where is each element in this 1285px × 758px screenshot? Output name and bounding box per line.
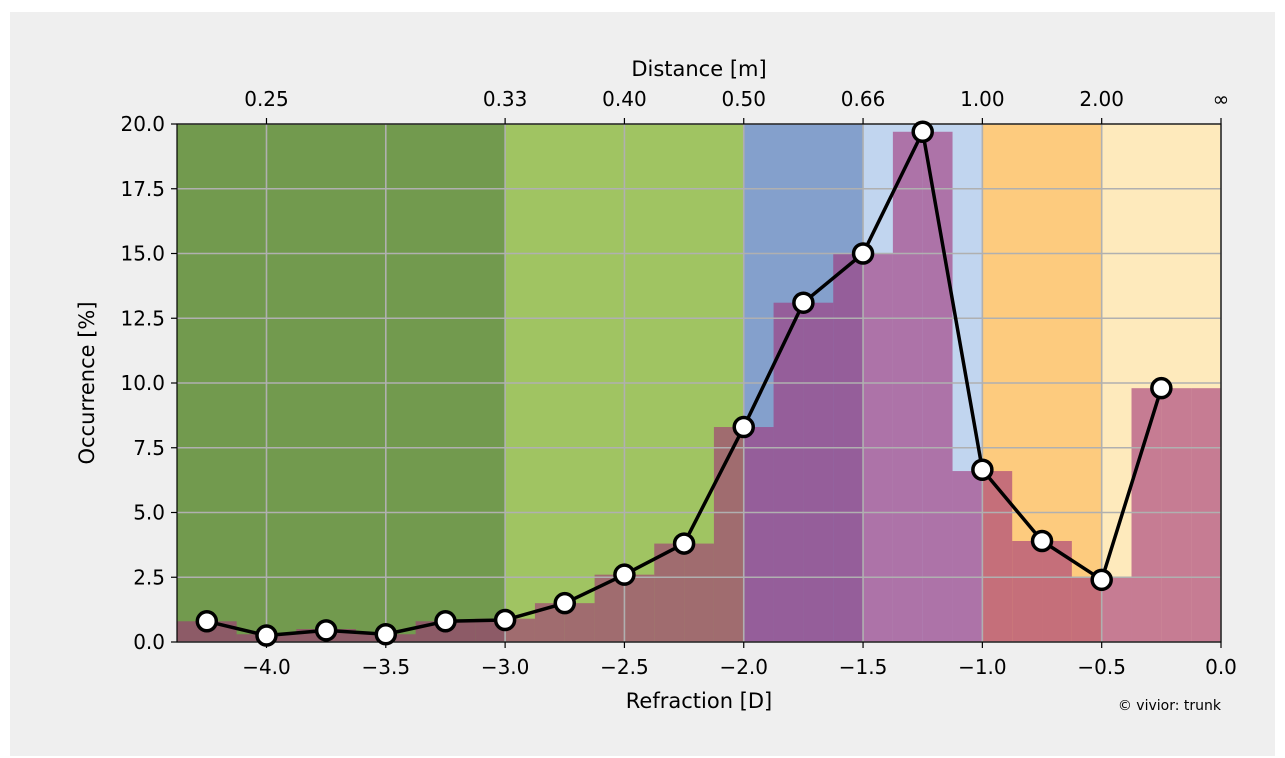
y-tick-label: 15.0 — [120, 242, 165, 266]
top-tick-label: 0.25 — [244, 87, 289, 111]
x-axis-ticks: −4.0 −3.5 −3.0 −2.5 −2.0 −1.5 −1.0 −0.5 0.0 — [242, 642, 1237, 679]
histogram-bar — [982, 471, 1013, 642]
series-point — [911, 120, 934, 144]
histogram-bar — [1161, 388, 1192, 642]
top-tick-label: 2.00 — [1079, 87, 1124, 111]
series-point — [553, 591, 577, 615]
top-tick-label: 0.33 — [483, 87, 528, 111]
x-tick-label: −3.0 — [481, 655, 530, 679]
top-tick-label: 0.50 — [721, 87, 766, 111]
x-tick-label: −1.0 — [958, 655, 1007, 679]
series-point — [792, 291, 815, 314]
histogram-bar — [1012, 540, 1043, 642]
histogram-bar — [684, 543, 714, 642]
histogram-bar — [654, 543, 685, 642]
histogram-bar — [892, 131, 923, 642]
series-point — [434, 610, 457, 633]
top-tick-label: 0.40 — [602, 87, 647, 111]
top-tick-label: 1.00 — [960, 87, 1005, 111]
series-point — [1150, 376, 1173, 400]
histogram-bar — [773, 302, 804, 642]
top-tick-label: 0.66 — [841, 87, 886, 111]
histogram-bar — [803, 302, 834, 642]
y-tick-label: 20.0 — [120, 112, 165, 136]
series-point — [851, 242, 875, 265]
y-tick-label: 0.0 — [133, 630, 165, 654]
series-point — [255, 624, 278, 647]
histogram-bar — [743, 427, 774, 642]
copyright-annotation: © vivior: trunk — [1118, 698, 1222, 714]
histogram-bar — [355, 634, 386, 642]
top-axis-ticks: 0.25 0.33 0.40 0.50 0.66 1.00 2.00 ∞ — [244, 87, 1229, 124]
histogram-bar — [1191, 388, 1221, 642]
histogram-bar — [1131, 388, 1162, 642]
histogram-bar — [624, 574, 655, 642]
chart-frame: −4.0 −3.5 −3.0 −2.5 −2.0 −1.5 −1.0 −0.5 0.0 0.0 2… — [10, 12, 1275, 756]
series-point — [493, 608, 517, 632]
series-point — [613, 563, 636, 586]
series-point — [672, 532, 696, 555]
x-tick-label: −3.5 — [362, 655, 411, 679]
y-axis-ticks: 0.0 2.5 5.0 7.5 10.0 12.5 15.0 17.5 20.0 — [120, 112, 177, 654]
x-axis-label: Refraction [D] — [626, 689, 772, 713]
x-tick-label: −0.5 — [1077, 655, 1126, 679]
histogram-bar — [266, 634, 297, 642]
y-tick-label: 2.5 — [133, 565, 165, 589]
series-point — [374, 622, 398, 646]
series-point — [195, 610, 219, 633]
x-tick-label: −2.5 — [600, 655, 649, 679]
x-tick-label: 0.0 — [1205, 655, 1237, 679]
histogram-bar — [952, 471, 983, 642]
top-axis-label: Distance [m] — [631, 57, 766, 81]
y-tick-label: 12.5 — [120, 306, 165, 330]
histogram-bar — [236, 634, 267, 642]
y-tick-label: 17.5 — [120, 177, 165, 201]
y-tick-label: 10.0 — [120, 371, 165, 395]
y-tick-label: 5.0 — [133, 501, 165, 525]
series-point — [1090, 568, 1113, 592]
y-tick-label: 7.5 — [133, 436, 165, 460]
series-point — [1030, 529, 1054, 553]
chart-canvas: −4.0 −3.5 −3.0 −2.5 −2.0 −1.5 −1.0 −0.5 0.0 0.0 2… — [75, 57, 1237, 714]
series-point — [971, 458, 994, 482]
x-tick-label: −1.5 — [839, 655, 888, 679]
x-tick-label: −4.0 — [242, 655, 291, 679]
series-point — [732, 415, 755, 439]
y-axis-label: Occurrence [%] — [75, 301, 99, 464]
x-tick-label: −2.0 — [719, 655, 768, 679]
series-point — [314, 619, 338, 642]
histogram-bar — [385, 634, 416, 642]
series-layer — [195, 120, 1173, 647]
histogram-bar — [713, 427, 744, 642]
top-tick-label: ∞ — [1213, 87, 1230, 111]
